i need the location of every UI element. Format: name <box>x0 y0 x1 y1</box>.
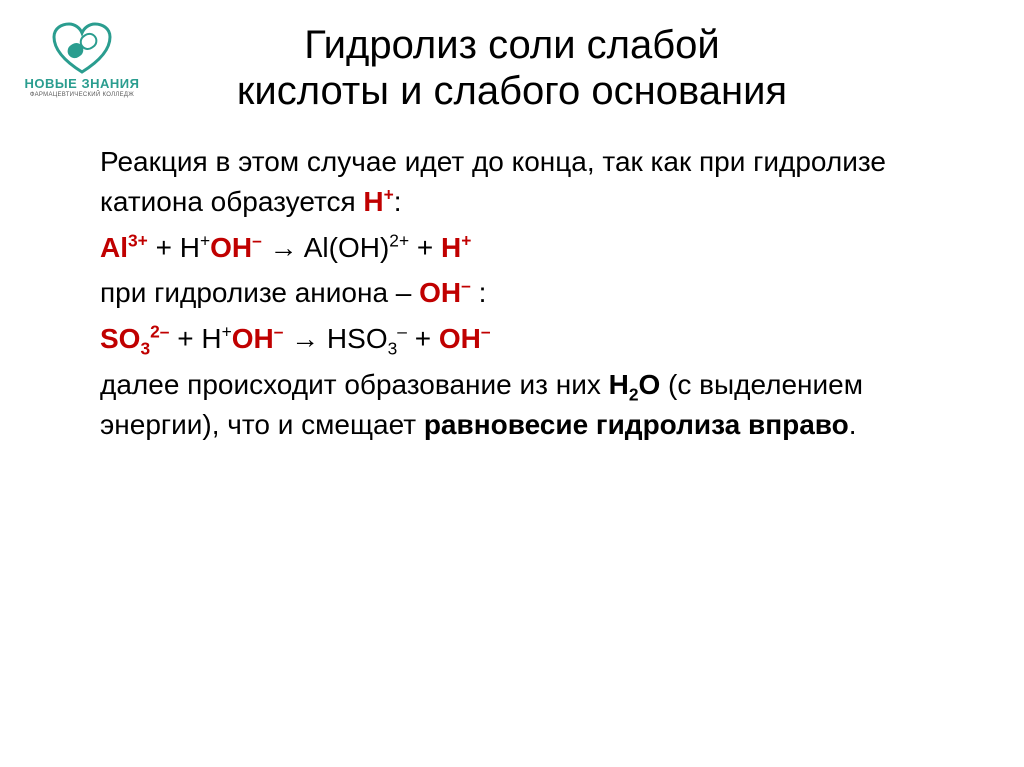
capsule-heart-icon <box>52 22 112 74</box>
eq1-plus2: + <box>409 232 441 263</box>
eq2-hso3-sub: 3 <box>388 339 398 359</box>
eq1-rhs-sup: 2+ <box>389 230 409 250</box>
eq1-h-sym: H <box>441 232 461 263</box>
p3-text-a: далее происходит образование из них <box>100 369 609 400</box>
paragraph-3: далее происходит образование из них H2O … <box>100 365 974 445</box>
eq2-so3-sup: 2– <box>150 322 169 342</box>
eq1-plus1-sup: + <box>200 230 210 250</box>
p2-oh: OH– <box>419 277 471 308</box>
eq2-arrow: → HSO <box>283 323 387 354</box>
p3-h2o-h: H <box>609 369 629 400</box>
p1-h-plus: H+ <box>363 186 393 217</box>
eq2-plus1-sup: + <box>222 322 232 342</box>
paragraph-1: Реакция в этом случае идет до конца, так… <box>100 142 974 222</box>
eq2-plus1: + H <box>169 323 221 354</box>
brand-logo: НОВЫЕ ЗНАНИЯ ФАРМАЦЕВТИЧЕСКИЙ КОЛЛЕДЖ <box>22 22 142 98</box>
eq2-so3: SO32– <box>100 323 169 354</box>
p3-h2o: H2O <box>609 369 661 400</box>
p2-text-a: при гидролизе аниона – <box>100 277 419 308</box>
eq2-oh2-sup: – <box>481 322 491 342</box>
eq1-oh: OH– <box>210 232 262 263</box>
eq2-so3-sym: SO <box>100 323 140 354</box>
eq1-h-sup: + <box>461 230 471 250</box>
p3-text-c: . <box>849 409 857 440</box>
logo-brand-text: НОВЫЕ ЗНАНИЯ <box>22 76 142 91</box>
slide-title: Гидролиз соли слабой кислоты и слабого о… <box>0 0 1024 114</box>
paragraph-2: при гидролизе аниона – OH– : <box>100 273 974 313</box>
slide-body: Реакция в этом случае идет до конца, так… <box>0 114 1024 444</box>
logo-subline: ФАРМАЦЕВТИЧЕСКИЙ КОЛЛЕДЖ <box>22 92 142 98</box>
p1-text-a: Реакция в этом случае идет до конца, так… <box>100 146 886 217</box>
eq2-oh2-sym: OH <box>439 323 481 354</box>
eq1-oh-sup: – <box>252 230 262 250</box>
eq2-oh1: OH– <box>232 323 284 354</box>
eq2-oh1-sup: – <box>274 322 284 342</box>
eq1-plus1: + H <box>148 232 200 263</box>
eq1-h: H+ <box>441 232 471 263</box>
p1-text-c: : <box>394 186 402 217</box>
p2-text-b: : <box>471 277 487 308</box>
eq1-al-sym: Al <box>100 232 128 263</box>
eq1-al-sup: 3+ <box>128 230 148 250</box>
eq2-hso3-sup: – <box>397 322 407 342</box>
p3-bold: равновесие гидролиза вправо <box>424 409 849 440</box>
slide: НОВЫЕ ЗНАНИЯ ФАРМАЦЕВТИЧЕСКИЙ КОЛЛЕДЖ Ги… <box>0 0 1024 767</box>
eq2-plus2: + <box>407 323 439 354</box>
title-line1: Гидролиз соли слабой <box>304 23 720 67</box>
eq1-arrow: → Al(OH) <box>262 232 390 263</box>
eq2-oh1-sym: OH <box>232 323 274 354</box>
equation-2: SO32– + H+OH– → HSO3– + OH– <box>100 319 974 359</box>
p2-oh-sup: – <box>461 276 471 296</box>
eq2-so3-sub: 3 <box>140 339 150 359</box>
eq1-al: Al3+ <box>100 232 148 263</box>
title-line2: кислоты и слабого основания <box>237 69 787 113</box>
eq1-oh-sym: OH <box>210 232 252 263</box>
p2-oh-sym: OH <box>419 277 461 308</box>
equation-1: Al3+ + H+OH– → Al(OH)2+ + H+ <box>100 228 974 268</box>
eq2-oh2: OH– <box>439 323 491 354</box>
p3-h2o-o: O <box>639 369 661 400</box>
p3-h2o-sub: 2 <box>629 384 639 404</box>
